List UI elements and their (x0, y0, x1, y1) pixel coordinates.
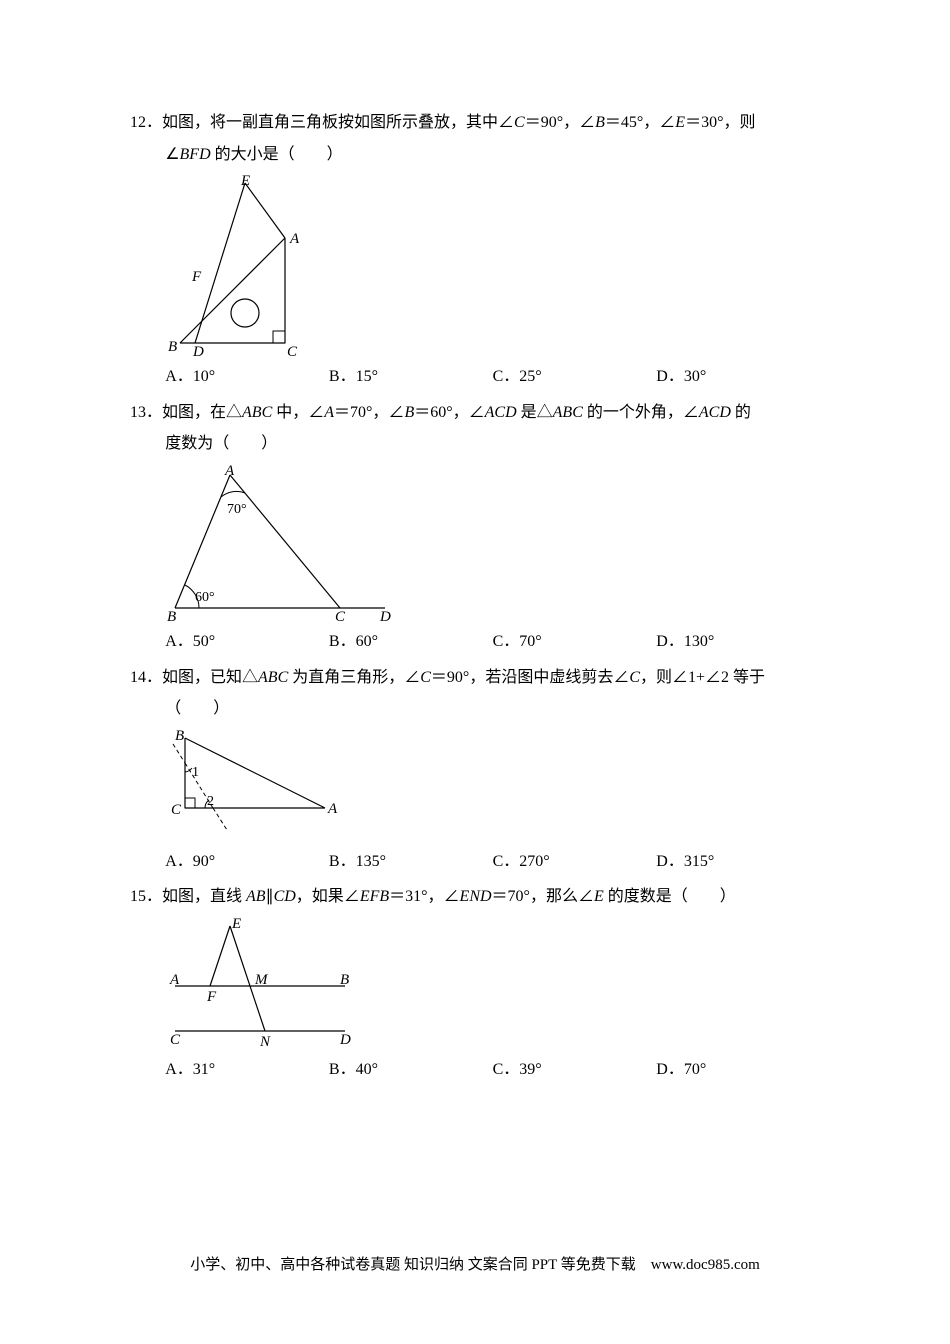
q15-figure: E A F M B C N D (165, 916, 820, 1051)
q15-line1: 15．如图，直线 AB∥CD，如果∠EFB＝31°，∠END＝70°，那么∠E … (130, 884, 820, 910)
q13-line2: 度数为（ ） (130, 431, 820, 457)
question-14: 14．如图，已知△ABC 为直角三角形，∠C＝90°，若沿图中虚线剪去∠C，则∠… (130, 665, 820, 875)
svg-text:C: C (287, 344, 298, 358)
q12-opt-c: C．25° (493, 364, 657, 390)
q15-opt-c: C．39° (493, 1057, 657, 1083)
q13-opt-c: C．70° (493, 629, 657, 655)
q-num: 15 (130, 888, 146, 905)
q15-opt-b: B．40° (329, 1057, 493, 1083)
q-num: 14 (130, 669, 146, 686)
svg-text:B: B (175, 728, 184, 744)
q14-opt-a: A．90° (165, 849, 329, 875)
svg-text:2: 2 (207, 794, 214, 809)
q12-opt-d: D．30° (656, 364, 820, 390)
svg-text:D: D (339, 1032, 351, 1048)
q14-options: A．90° B．135° C．270° D．315° (130, 849, 820, 875)
question-13: 13．如图，在△ABC 中，∠A＝70°，∠B＝60°，∠ACD 是△ABC 的… (130, 400, 820, 655)
svg-text:60°: 60° (195, 590, 215, 605)
svg-text:A: A (169, 972, 180, 988)
q14-figure: B C A 1 2 (165, 728, 820, 843)
svg-text:B: B (168, 339, 177, 355)
q12-line1: 12．如图，将一副直角三角板按如图所示叠放，其中∠C＝90°，∠B＝45°，∠E… (130, 110, 820, 136)
svg-text:C: C (170, 1032, 181, 1048)
q12-line2: ∠BFD 的大小是（ ） (130, 142, 820, 168)
question-12: 12．如图，将一副直角三角板按如图所示叠放，其中∠C＝90°，∠B＝45°，∠E… (130, 110, 820, 390)
svg-text:D: D (379, 609, 391, 623)
exam-page: 12．如图，将一副直角三角板按如图所示叠放，其中∠C＝90°，∠B＝45°，∠E… (0, 0, 950, 1083)
q14-line2: （ ） (130, 696, 820, 722)
q15-options: A．31° B．40° C．39° D．70° (130, 1057, 820, 1083)
svg-text:70°: 70° (227, 502, 247, 517)
q-num: 12 (130, 114, 146, 131)
svg-text:M: M (254, 972, 269, 988)
q14-opt-d: D．315° (656, 849, 820, 875)
svg-text:E: E (231, 916, 241, 932)
question-15: 15．如图，直线 AB∥CD，如果∠EFB＝31°，∠END＝70°，那么∠E … (130, 884, 820, 1082)
q14-opt-c: C．270° (493, 849, 657, 875)
svg-text:A: A (327, 801, 338, 817)
q13-opt-b: B．60° (329, 629, 493, 655)
q12-options: A．10° B．15° C．25° D．30° (130, 364, 820, 390)
svg-text:E: E (240, 173, 250, 189)
q15-opt-d: D．70° (656, 1057, 820, 1083)
q14-line1: 14．如图，已知△ABC 为直角三角形，∠C＝90°，若沿图中虚线剪去∠C，则∠… (130, 665, 820, 691)
svg-text:F: F (191, 269, 202, 285)
q13-line1: 13．如图，在△ABC 中，∠A＝70°，∠B＝60°，∠ACD 是△ABC 的… (130, 400, 820, 426)
q13-options: A．50° B．60° C．70° D．130° (130, 629, 820, 655)
svg-text:N: N (259, 1034, 271, 1050)
svg-text:B: B (340, 972, 349, 988)
q13-opt-d: D．130° (656, 629, 820, 655)
q-num: 13 (130, 404, 146, 421)
q15-opt-a: A．31° (165, 1057, 329, 1083)
svg-text:A: A (224, 463, 235, 479)
svg-text:A: A (289, 231, 300, 247)
svg-text:D: D (192, 344, 204, 358)
q12-opt-a: A．10° (165, 364, 329, 390)
q12-opt-b: B．15° (329, 364, 493, 390)
q14-opt-b: B．135° (329, 849, 493, 875)
q12-figure: E A F B D C (165, 173, 820, 358)
svg-text:C: C (171, 802, 182, 818)
q13-opt-a: A．50° (165, 629, 329, 655)
svg-text:B: B (167, 609, 176, 623)
svg-text:C: C (335, 609, 346, 623)
q13-figure: A 70° 60° B C D (165, 463, 820, 623)
svg-text:1: 1 (192, 765, 199, 780)
svg-text:F: F (206, 989, 217, 1005)
page-footer: 小学、初中、高中各种试卷真题 知识归纳 文案合同 PPT 等免费下载 www.d… (0, 1253, 950, 1274)
